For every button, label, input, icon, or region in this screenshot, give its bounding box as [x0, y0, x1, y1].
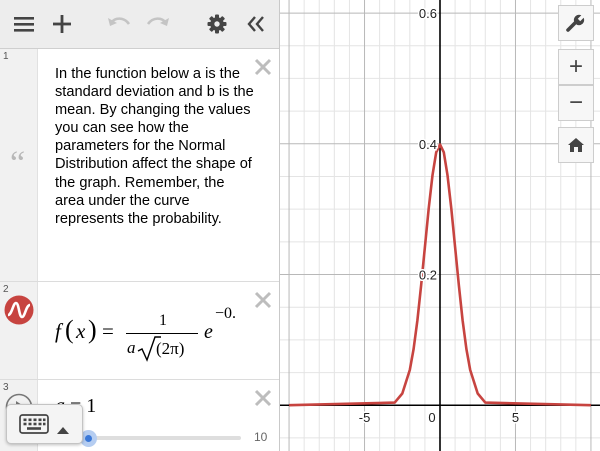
paren-open: (: [65, 315, 74, 344]
zoom-out-label: −: [568, 89, 583, 116]
expression-index: 3: [3, 382, 9, 393]
slider-track[interactable]: [88, 436, 241, 440]
curve-icon[interactable]: [4, 295, 34, 325]
close-icon[interactable]: [253, 290, 273, 310]
expression-list-panel: 1 “ In the function below a is the stand…: [0, 0, 280, 451]
x-tick-label: 5: [512, 410, 519, 425]
expression-gutter: 2: [0, 282, 38, 379]
hamburger-menu-icon[interactable]: [11, 11, 37, 37]
exponent-base: e: [204, 321, 213, 343]
double-chevron-left-icon[interactable]: [243, 11, 269, 37]
y-tick-label: 0.4: [419, 137, 437, 152]
undo-icon[interactable]: [106, 11, 132, 37]
expression-toolbar: [0, 0, 279, 49]
axes: [280, 0, 600, 451]
denominator-radicand: (2π): [156, 339, 185, 358]
fraction-numerator: 1: [159, 312, 167, 329]
zoom-in-label: +: [568, 53, 583, 80]
y-tick-label: 0.2: [419, 268, 437, 283]
expression-index: 1: [3, 51, 9, 62]
y-tick-label: 0.6: [419, 6, 437, 21]
function-formula[interactable]: f ( x ) = 1 a (2π) e −0.: [55, 307, 245, 367]
expression-gutter: 1 “: [0, 49, 38, 281]
expression-index: 2: [3, 284, 9, 295]
keypad-toggle-button[interactable]: [6, 404, 83, 444]
denominator-a: a: [127, 338, 136, 357]
function-name: f: [55, 319, 61, 343]
function-variable: x: [76, 319, 86, 343]
close-icon[interactable]: [253, 57, 273, 77]
graph-paper[interactable]: -5 0 5 0.2 0.4 0.6 + −: [280, 0, 600, 451]
slider-max-label[interactable]: 10: [254, 430, 268, 444]
zoom-in-button[interactable]: +: [558, 49, 594, 85]
close-icon[interactable]: [253, 388, 273, 408]
wrench-icon[interactable]: [558, 5, 594, 41]
x-tick-label: -5: [359, 410, 371, 425]
slider-handle-center: [85, 435, 92, 442]
equals-sign: =: [102, 319, 114, 343]
slider-value: 1: [86, 395, 97, 417]
curve-layer: [289, 143, 591, 407]
tick-labels: -5 0 5 0.2 0.4 0.6: [357, 5, 520, 427]
expression-note[interactable]: 1 “ In the function below a is the stand…: [0, 49, 279, 282]
keyboard-icon: [19, 414, 49, 439]
plus-icon[interactable]: [49, 11, 75, 37]
graph-canvas[interactable]: -5 0 5 0.2 0.4 0.6: [280, 0, 600, 451]
home-icon[interactable]: [558, 127, 594, 163]
note-text[interactable]: In the function below a is the standard …: [55, 66, 254, 227]
redo-icon[interactable]: [145, 11, 171, 37]
gear-icon[interactable]: [204, 11, 230, 37]
fraction-bar: [126, 333, 198, 335]
quote-icon: “: [10, 145, 26, 182]
x-tick-label: 0: [428, 410, 435, 425]
paren-close: ): [88, 315, 97, 344]
triangle-up-icon: [57, 421, 69, 439]
expression-function[interactable]: 2 f ( x ) = 1 a (2π) e −0.: [0, 282, 279, 380]
exponent-text: −0.: [215, 307, 237, 322]
sqrt-sign: [137, 336, 161, 362]
zoom-out-button[interactable]: −: [558, 85, 594, 121]
normal-distribution-curve: [289, 143, 591, 407]
